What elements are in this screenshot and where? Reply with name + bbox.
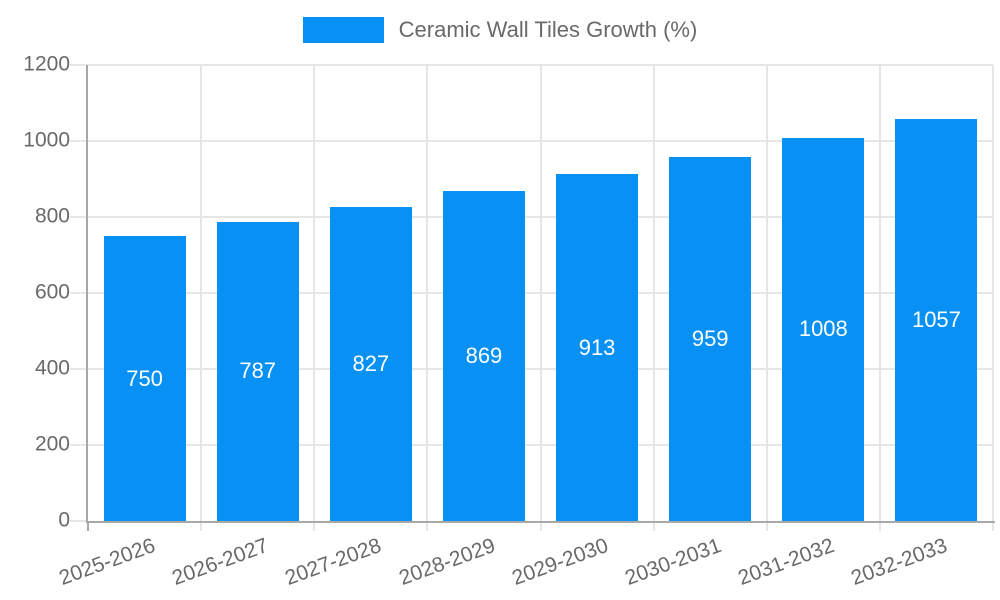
y-axis-tick-label: 200: [34, 432, 70, 456]
y-axis-line: [86, 65, 88, 523]
bar[interactable]: [103, 236, 186, 521]
x-axis-tick: [200, 521, 203, 531]
x-gridline: [539, 65, 542, 521]
x-axis-tick: [878, 521, 881, 531]
bar[interactable]: [895, 119, 978, 521]
x-axis-tick-label: 2028-2029: [395, 534, 498, 590]
bar-value-label: 913: [578, 334, 616, 360]
x-gridline: [878, 65, 881, 521]
y-axis-tick: [70, 140, 88, 142]
y-axis-tick: [70, 444, 88, 446]
y-axis-tick: [70, 520, 88, 522]
x-axis-tick-label: 2032-2033: [848, 534, 951, 590]
chart-legend[interactable]: Ceramic Wall Tiles Growth (%): [0, 17, 1000, 43]
x-axis-tick: [765, 521, 768, 531]
y-axis-tick-label: 1000: [23, 128, 70, 152]
bar[interactable]: [669, 156, 752, 521]
bar[interactable]: [329, 206, 412, 521]
x-axis-tick-label: 2026-2027: [169, 534, 272, 590]
x-axis-tick: [313, 521, 316, 531]
x-gridline: [200, 65, 203, 521]
bar-value-label: 787: [239, 358, 277, 384]
y-axis-tick-label: 1200: [23, 52, 70, 76]
y-axis-tick: [70, 216, 88, 218]
bar[interactable]: [556, 174, 639, 521]
y-axis-tick-label: 800: [34, 204, 70, 228]
x-gridline: [426, 65, 429, 521]
bar[interactable]: [782, 137, 865, 521]
bar[interactable]: [442, 190, 525, 521]
bar-value-label: 959: [691, 325, 729, 351]
x-gridline: [765, 65, 768, 521]
y-axis-tick-label: 600: [34, 280, 70, 304]
x-axis-tick: [992, 521, 994, 531]
x-axis-tick: [87, 521, 89, 531]
y-axis-tick-label: 400: [34, 356, 70, 380]
x-axis-tick: [652, 521, 655, 531]
x-gridline: [313, 65, 316, 521]
x-axis-tick: [426, 521, 429, 531]
x-axis-tick-label: 2030-2031: [621, 534, 725, 590]
x-gridline: [652, 65, 655, 521]
bar[interactable]: [216, 221, 299, 521]
y-axis-tick: [70, 292, 88, 294]
x-gridline: [992, 65, 994, 521]
x-axis-tick-label: 2025-2026: [56, 534, 159, 590]
bar-value-label: 1057: [911, 307, 961, 333]
x-axis-tick-label: 2031-2032: [734, 534, 838, 590]
x-axis-tick-label: 2029-2030: [508, 534, 611, 590]
legend-swatch-icon: [302, 17, 384, 43]
x-axis-line: [86, 521, 995, 523]
bar-value-label: 1008: [798, 316, 848, 342]
bar-value-label: 869: [465, 342, 503, 368]
legend-label: Ceramic Wall Tiles Growth (%): [398, 17, 698, 42]
bar-value-label: 750: [126, 365, 163, 391]
y-axis-tick-label: 0: [58, 508, 70, 532]
bar-value-label: 827: [352, 350, 390, 376]
x-axis-tick-label: 2027-2028: [282, 534, 385, 590]
x-axis-tick: [539, 521, 542, 531]
y-axis-tick: [70, 368, 88, 370]
y-axis-tick: [70, 64, 88, 66]
